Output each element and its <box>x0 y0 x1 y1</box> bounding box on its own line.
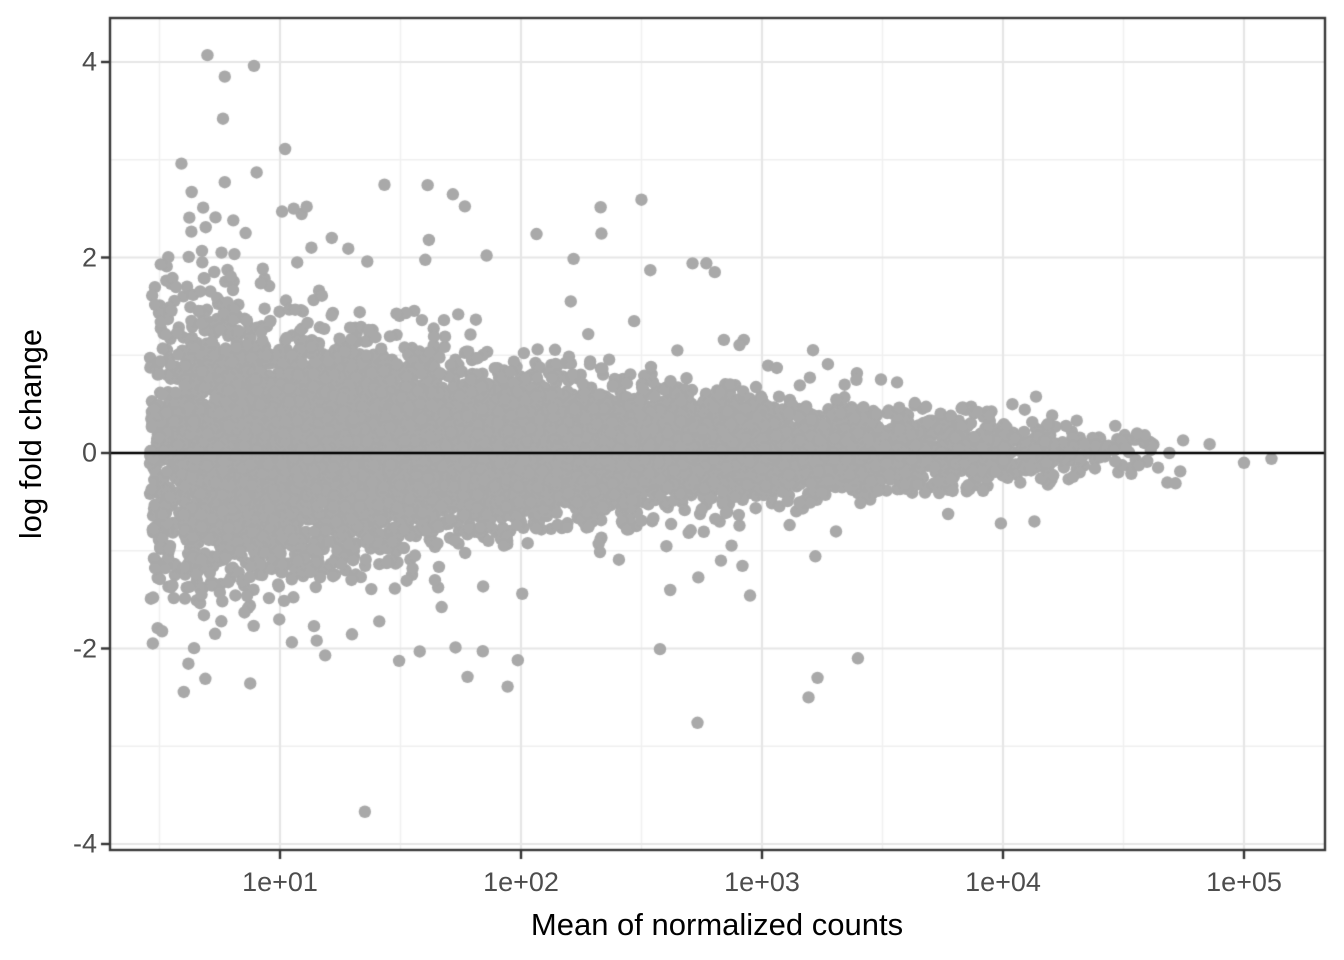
y-tick-label-0: 4 <box>81 46 97 77</box>
x-tick-label-4: 1e+05 <box>1206 867 1282 897</box>
x-tick-label-3: 1e+04 <box>965 867 1041 897</box>
x-tick-label-2: 1e+03 <box>724 867 800 897</box>
y-tick-label-4: -4 <box>72 828 97 859</box>
y-tick-label-2: 0 <box>81 437 97 468</box>
y-axis-title: log fold change <box>13 328 48 540</box>
x-axis-title: Mean of normalized counts <box>530 907 904 942</box>
x-tick-label-1: 1e+02 <box>483 867 559 897</box>
y-tick-label-3: -2 <box>72 633 97 663</box>
y-tick-label-1: 2 <box>81 242 97 272</box>
x-tick-label-0: 1e+01 <box>242 867 318 897</box>
